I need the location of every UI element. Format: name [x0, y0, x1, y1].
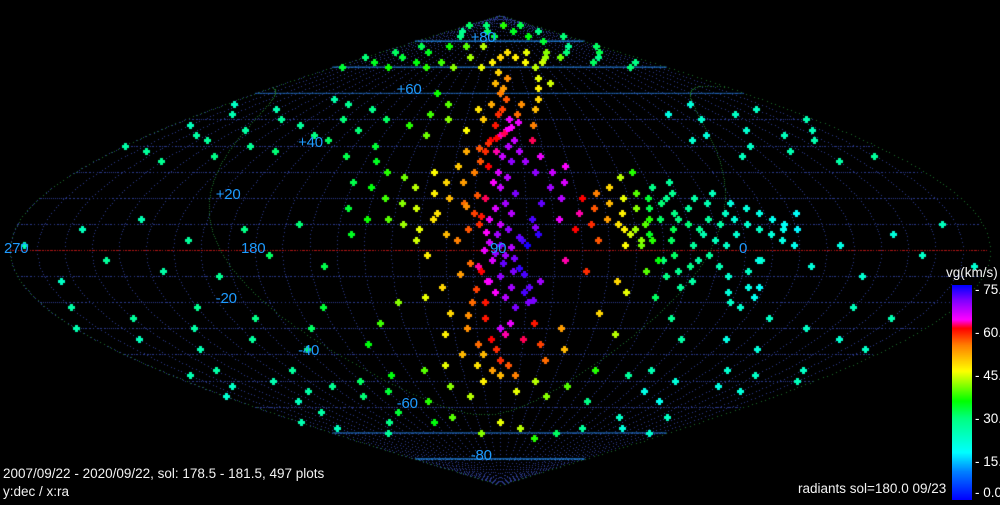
caption-date-range: 2007/09/22 - 2020/09/22, sol: 178.5 - 18… [3, 466, 325, 481]
ra-label-270: 270 [4, 240, 29, 257]
ra-label-180: 180 [241, 240, 266, 257]
caption-radiants-sol: radiants sol=180.0 09/23 [798, 481, 947, 496]
dec-label-minus-80: -80 [470, 446, 492, 464]
ra-label-0: 0 [739, 240, 748, 257]
colorbar-tick-75: - 75.0 [975, 282, 1000, 297]
colorbar-tick-30: - 30.0 [975, 411, 1000, 426]
dec-label-plus-80: +80 [470, 29, 496, 47]
dec-label-minus-20: -20 [215, 290, 237, 308]
dec-label-minus-60: -60 [396, 394, 418, 412]
colorbar-tick-45: - 45.0 [975, 368, 1000, 383]
dec-label-minus-40: -40 [298, 342, 320, 360]
colorbar-tick-60: - 60.0 [975, 325, 1000, 340]
colorbar-tick-0: - 0.0 [975, 485, 1000, 500]
dec-label-plus-20: +20 [215, 185, 241, 203]
colorbar-tick-15: - 15.0 [975, 454, 1000, 469]
caption-axes: y:dec / x:ra [3, 484, 70, 499]
colorbar-title: vg(km/s) [946, 265, 998, 280]
colorbar [952, 285, 972, 500]
colorbar-gradient [952, 285, 972, 500]
dec-label-plus-40: +40 [298, 133, 323, 151]
dec-label-plus-60: +60 [396, 81, 422, 99]
ra-label-90: 90 [490, 240, 507, 257]
